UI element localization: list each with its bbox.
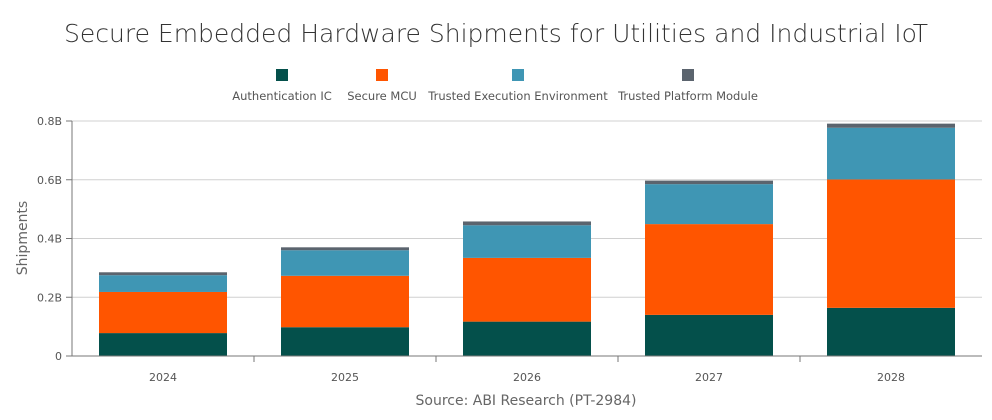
bar-segment	[645, 224, 773, 315]
x-tick-label: 2027	[695, 371, 723, 384]
chart-title: Secure Embedded Hardware Shipments for U…	[64, 19, 928, 48]
bar-segment	[99, 272, 227, 276]
source-note: Source: ABI Research (PT-2984)	[416, 393, 637, 409]
legend-label: Secure MCU	[347, 89, 417, 103]
bar-segment	[463, 321, 591, 356]
bar-segment	[99, 275, 227, 292]
y-tick-label: 0.8B	[37, 115, 62, 128]
x-tick-label: 2028	[877, 371, 905, 384]
legend-swatch	[682, 69, 694, 81]
bars	[99, 123, 955, 356]
bar-segment	[463, 221, 591, 226]
x-tick-label: 2025	[331, 371, 359, 384]
bar-segment	[463, 225, 591, 258]
legend-swatch	[512, 69, 524, 81]
legend-swatch	[376, 69, 388, 81]
bar-segment	[281, 250, 409, 276]
bar-segment	[645, 184, 773, 225]
bar-segment	[99, 333, 227, 356]
bar-segment	[463, 257, 591, 322]
x-tick-label: 2024	[149, 371, 177, 384]
legend-label: Authentication IC	[232, 89, 332, 103]
y-tick-label: 0	[55, 350, 62, 363]
y-tick-label: 0.6B	[37, 174, 62, 187]
bar-segment	[645, 314, 773, 356]
bar-segment	[827, 179, 955, 308]
bar-segment	[99, 291, 227, 334]
legend: Authentication IC Secure MCU Trusted Execu…	[232, 69, 758, 103]
bar-segment	[827, 307, 955, 356]
y-tick-label: 0.4B	[37, 233, 62, 246]
legend-swatch	[276, 69, 288, 81]
y-axis-label: Shipments	[15, 201, 31, 275]
bar-segment	[827, 123, 955, 128]
bar-segment	[281, 247, 409, 251]
legend-label: Trusted Platform Module	[617, 89, 758, 103]
legend-label: Trusted Execution Environment	[427, 89, 608, 103]
x-tick-label: 2026	[513, 371, 541, 384]
bar-segment	[281, 327, 409, 356]
bar-segment	[281, 275, 409, 328]
y-tick-label: 0.2B	[37, 291, 62, 304]
bar-segment	[827, 127, 955, 180]
axes: 0 0.2B 0.4B 0.6B 0.8B 2024 2025 2026 2027 2028	[37, 115, 982, 384]
bar-segment	[645, 180, 773, 185]
